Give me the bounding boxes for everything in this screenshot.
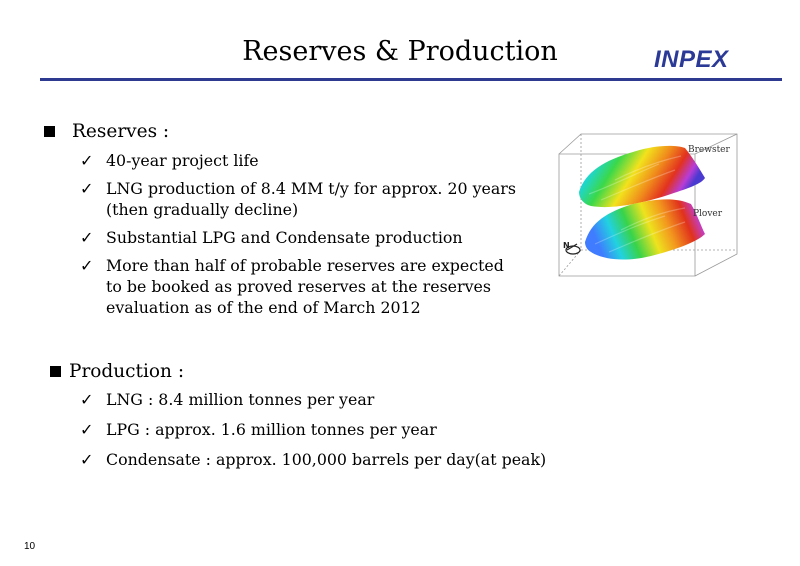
reserves-heading: Reserves : — [72, 121, 170, 142]
north-label: N — [563, 241, 570, 250]
square-bullet-icon — [50, 366, 61, 377]
plover-surface — [585, 199, 705, 260]
reservoir-3d-figure: Brewster Plover N — [558, 133, 738, 277]
brewster-label: Brewster — [688, 145, 731, 155]
title-divider — [40, 78, 782, 81]
north-arrow-icon: N — [563, 241, 581, 255]
checkmark-icon: ✓ — [80, 420, 94, 439]
reserves-heading-row: Reserves : — [44, 121, 169, 142]
checkmark-icon: ✓ — [80, 450, 94, 469]
page-number: 10 — [24, 541, 36, 552]
plover-label: Plover — [693, 209, 723, 219]
list-item: ✓ Condensate : approx. 100,000 barrels pe… — [80, 450, 547, 469]
list-item: ✓ LNG production of 8.4 MM t/y for approx… — [80, 179, 516, 219]
checkmark-icon: ✓ — [80, 151, 94, 170]
checkmark-icon: ✓ — [80, 390, 94, 409]
checkmark-icon: ✓ — [80, 256, 94, 275]
list-item: ✓ LPG : approx. 1.6 million tonnes per ye… — [80, 420, 437, 439]
list-item: ✓ Substantial LPG and Condensate producti… — [80, 228, 463, 247]
list-item: ✓ More than half of probable reserves are… — [80, 256, 504, 317]
production-heading: Production : — [69, 361, 185, 382]
list-item: ✓ LNG : 8.4 million tonnes per year — [80, 390, 375, 409]
reserves-list: ✓ 40-year project life ✓ LNG production of… — [80, 150, 520, 325]
slide-title: Reserves & Production — [242, 36, 558, 67]
production-list: ✓ LNG : 8.4 million tonnes per year ✓ LPG … — [80, 389, 580, 479]
checkmark-icon: ✓ — [80, 179, 94, 198]
square-bullet-icon — [44, 126, 55, 137]
list-item: ✓ 40-year project life — [80, 151, 259, 170]
production-heading-row: Production : — [50, 361, 184, 382]
brewster-surface — [579, 145, 705, 208]
checkmark-icon: ✓ — [80, 228, 94, 247]
inpex-logo: INPEX — [654, 46, 729, 73]
